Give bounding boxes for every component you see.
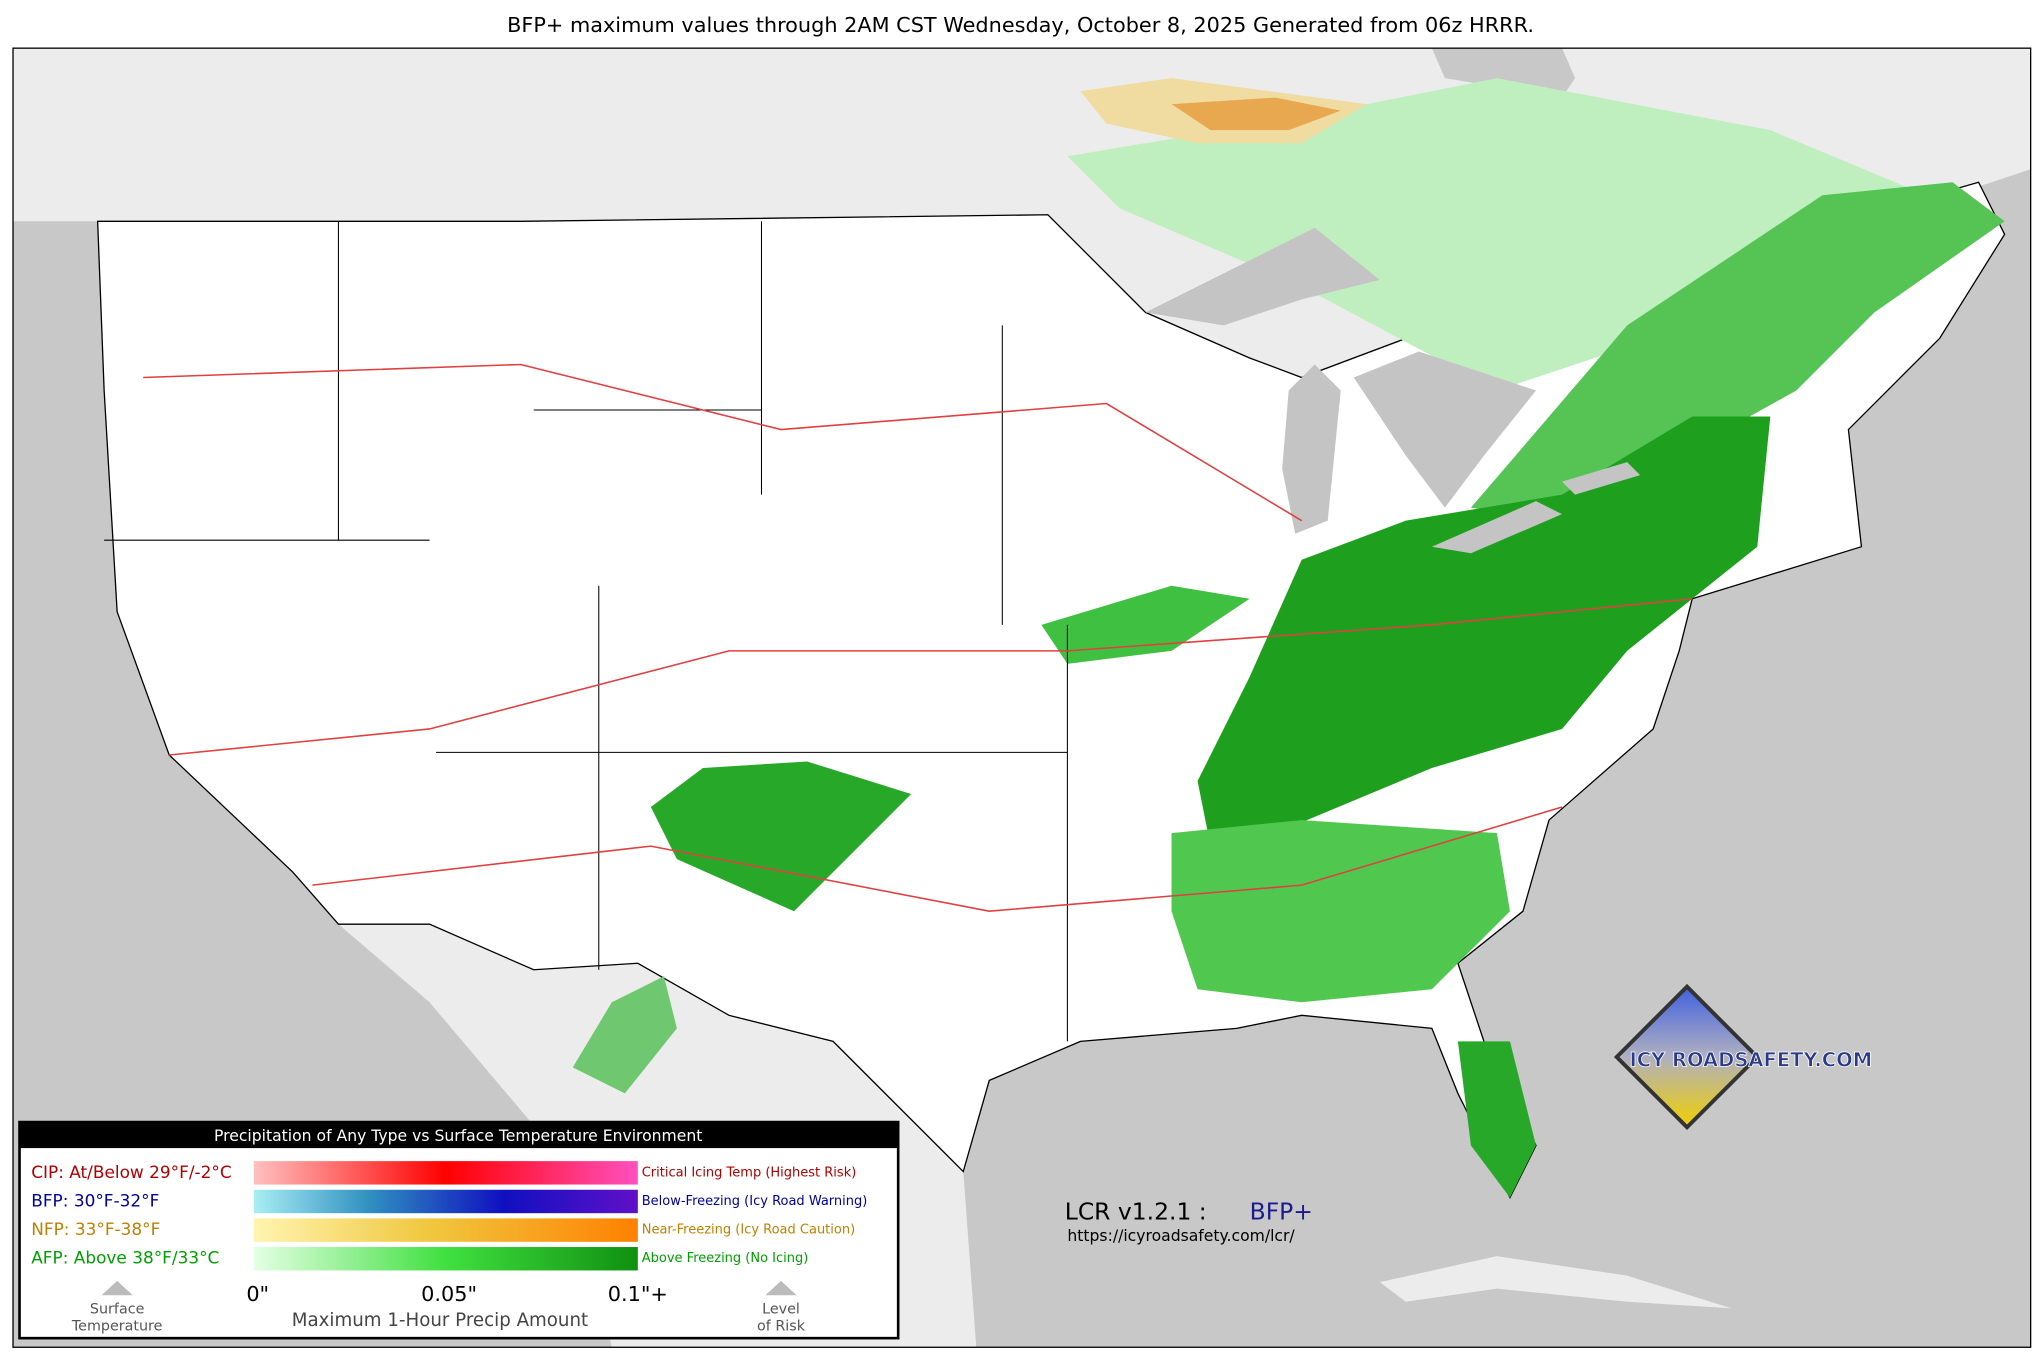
legend: Precipitation of Any Type vs Surface Tem… bbox=[18, 1120, 900, 1340]
scale-label: 0.1"+ bbox=[608, 1282, 668, 1306]
watermark-product: BFP+ bbox=[1250, 1198, 1313, 1226]
pacific-ocean bbox=[13, 221, 612, 1348]
legend-description: Below-Freezing (Icy Road Warning) bbox=[642, 1194, 868, 1209]
highway bbox=[143, 363, 1303, 522]
legend-gradient bbox=[253, 1218, 638, 1242]
caption: Level bbox=[762, 1302, 800, 1318]
map-title: BFP+ maximum values through 2AM CST Wedn… bbox=[507, 13, 1534, 37]
logo: ICY ROADSAFETY.COM bbox=[1613, 983, 1873, 1131]
triangle-icon bbox=[765, 1280, 797, 1296]
lake-ontario bbox=[1562, 462, 1641, 495]
legend-label: BFP: 30°F-32°F bbox=[31, 1190, 159, 1210]
precip-oklahoma bbox=[650, 761, 912, 912]
caption: of Risk bbox=[757, 1318, 806, 1334]
legend-label: CIP: At/Below 29°F/-2°C bbox=[31, 1162, 231, 1182]
lake-michigan bbox=[1282, 364, 1341, 534]
precip-kansas bbox=[1041, 585, 1250, 664]
cuba bbox=[1379, 1256, 1732, 1309]
legend-label: NFP: 33°F-38°F bbox=[31, 1219, 160, 1239]
legend-gradient bbox=[253, 1161, 638, 1185]
highway bbox=[312, 806, 1563, 912]
legend-rows: CIP: At/Below 29°F/-2°C Critical Icing Te… bbox=[31, 1161, 868, 1271]
triangle-icon bbox=[101, 1280, 133, 1296]
precip-ohio-valley bbox=[1197, 416, 1771, 847]
legend-label: AFP: Above 38°F/33°C bbox=[31, 1248, 219, 1268]
precip-canada-orange bbox=[1171, 97, 1341, 131]
lake-erie bbox=[1431, 501, 1563, 554]
map-frame bbox=[12, 47, 2032, 1348]
precip-florida bbox=[1457, 1041, 1537, 1198]
atlantic-ocean bbox=[963, 169, 2031, 1348]
legend-header bbox=[19, 1122, 899, 1149]
legend-description: Near-Freezing (Icy Road Caution) bbox=[642, 1223, 855, 1238]
lake-superior bbox=[1145, 227, 1380, 326]
legend-gradient bbox=[253, 1189, 638, 1214]
precip-mexico bbox=[572, 976, 677, 1094]
highway bbox=[169, 598, 1693, 756]
scale-label: 0.05" bbox=[421, 1282, 477, 1306]
legend-gradient bbox=[253, 1247, 638, 1271]
precip-northeast bbox=[1470, 182, 2005, 521]
watermark-version: LCR v1.2.1 : bbox=[1065, 1198, 1207, 1226]
scale-title: Maximum 1-Hour Precip Amount bbox=[292, 1310, 588, 1331]
legend-description: Critical Icing Temp (Highest Risk) bbox=[642, 1165, 857, 1180]
watermark-url: https://icyroadsafety.com/lcr/ bbox=[1067, 1227, 1295, 1245]
precip-southeast bbox=[1171, 820, 1510, 1003]
logo-text: ICY ROADSAFETY.COM bbox=[1629, 1048, 1872, 1071]
map-root: BFP+ maximum values through 2AM CST Wedn… bbox=[12, 13, 2032, 1348]
caption: Temperature bbox=[71, 1318, 163, 1334]
logo-diamond bbox=[1613, 983, 1761, 1131]
scale-label: 0" bbox=[246, 1282, 269, 1306]
lake-huron bbox=[1353, 351, 1537, 508]
caption: Surface bbox=[90, 1302, 145, 1318]
legend-description: Above Freezing (No Icing) bbox=[642, 1251, 809, 1266]
legend-title: Precipitation of Any Type vs Surface Tem… bbox=[214, 1127, 702, 1145]
